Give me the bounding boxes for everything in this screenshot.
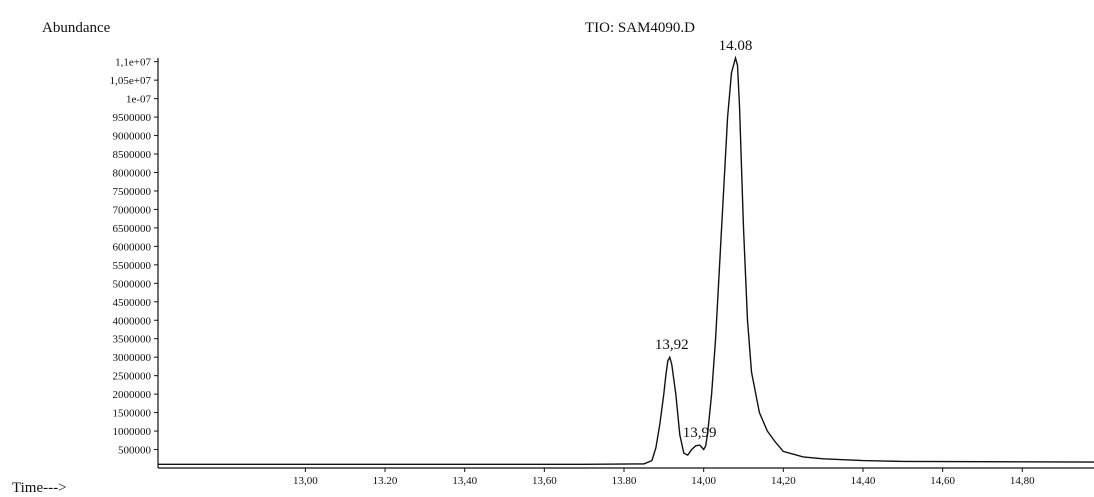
y-tick-label: 5000000	[113, 278, 152, 290]
y-tick-label: 1500000	[113, 408, 152, 420]
chart-title: TIO: SAM4090.D	[585, 20, 695, 36]
x-tick-label: 14,00	[691, 475, 716, 487]
y-tick-label: 1000000	[113, 426, 152, 438]
y-tick-label: 3000000	[113, 352, 152, 364]
x-axis-ticks: 13,00 13.20 13,40 13,60 13.80 14,00 14,20 14,40…	[293, 468, 1035, 487]
y-tick-label: 5500000	[113, 260, 152, 272]
x-tick-label: 13.20	[373, 475, 398, 487]
y-tick-label: 9500000	[113, 112, 152, 124]
peak-label: 14.08	[719, 38, 753, 54]
y-tick-label: 4000000	[113, 315, 152, 327]
y-axis-label: Abundance	[42, 20, 111, 36]
peak-label: 13,99	[683, 425, 717, 441]
x-tick-label: 13,00	[293, 475, 318, 487]
y-tick-label: 1,05e+07	[110, 75, 152, 87]
y-tick-label: 7000000	[113, 204, 152, 216]
y-tick-label: 4500000	[113, 297, 152, 309]
y-tick-label: 1,1e+07	[115, 57, 151, 69]
y-tick-label: 500000	[118, 445, 152, 457]
series-trace	[158, 55, 1094, 465]
x-tick-label: 14,60	[930, 475, 955, 487]
y-tick-label: 2500000	[113, 371, 152, 383]
y-tick-label: 6500000	[113, 223, 152, 235]
y-tick-label: 9000000	[113, 131, 152, 143]
y-tick-label: 7500000	[113, 186, 152, 198]
x-tick-label: 14,20	[771, 475, 796, 487]
y-tick-label: 1e-07	[126, 94, 152, 106]
peak-label: 13,92	[655, 337, 689, 353]
y-tick-label: 6000000	[113, 241, 152, 253]
y-tick-label: 2000000	[113, 389, 152, 401]
y-tick-label: 8000000	[113, 168, 152, 180]
x-tick-label: 14,40	[851, 475, 876, 487]
y-axis-ticks: 500000 1000000 1500000 2000000 2500000 300000…	[110, 57, 158, 457]
y-tick-label: 8500000	[113, 149, 152, 161]
x-tick-label: 13,40	[452, 475, 477, 487]
peak-labels: 13,92 13,99 14.08	[655, 38, 752, 441]
y-tick-label: 3500000	[113, 334, 152, 346]
x-tick-label: 14,80	[1010, 475, 1035, 487]
x-tick-label: 13,60	[532, 475, 557, 487]
x-axis-label: Time--->	[12, 480, 67, 496]
x-tick-label: 13.80	[612, 475, 637, 487]
